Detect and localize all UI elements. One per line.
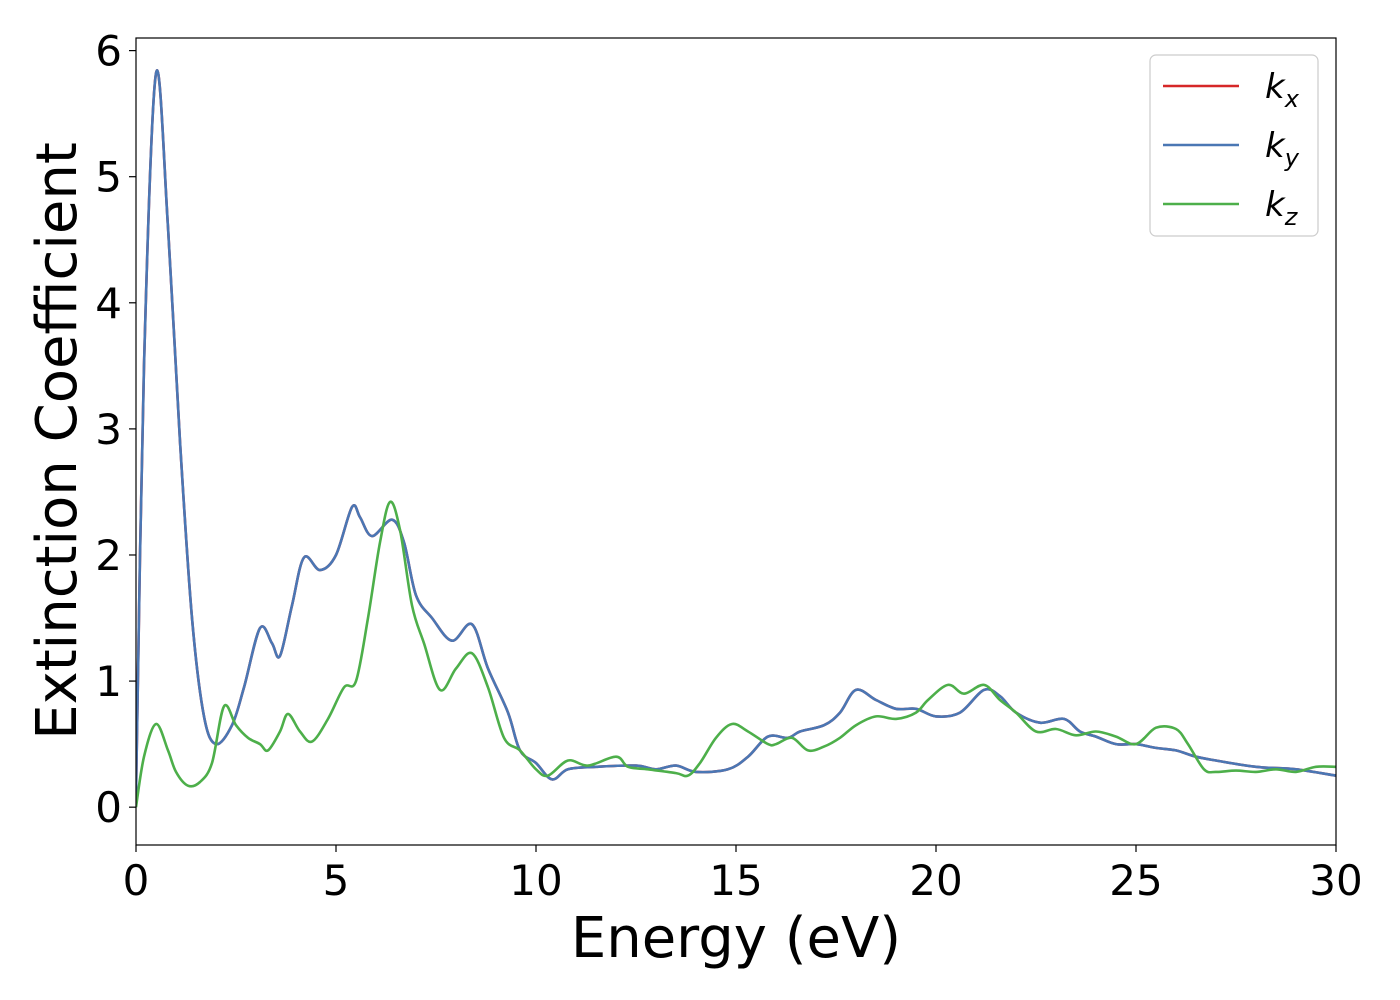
x-tick-label: 30 <box>1309 856 1362 905</box>
y-axis-label: Extinction Coefficient <box>25 142 90 740</box>
x-tick-label: 20 <box>909 856 962 905</box>
y-tick-label: 5 <box>95 153 122 202</box>
y-tick-label: 0 <box>95 783 122 832</box>
y-tick-label: 1 <box>95 657 122 706</box>
series-line-kz <box>136 500 1336 808</box>
y-tick-label: 2 <box>95 531 122 580</box>
x-tick-label: 15 <box>709 856 762 905</box>
y-tick-label: 4 <box>95 279 122 328</box>
x-tick-label: 5 <box>323 856 350 905</box>
x-axis-label: Energy (eV) <box>571 906 901 971</box>
legend-label-ky: ky <box>1265 126 1300 172</box>
series-layer <box>136 69 1336 808</box>
ticks-layer: 0 5 10 15 20 25 30 0 1 2 3 4 5 6 <box>95 27 1362 905</box>
y-tick-label: 3 <box>95 405 122 454</box>
legend-label-kx: kx <box>1265 67 1300 113</box>
x-tick-label: 10 <box>509 856 562 905</box>
x-tick-label: 0 <box>123 856 150 905</box>
legend: kx ky kz <box>1149 54 1319 237</box>
x-tick-label: 25 <box>1109 856 1162 905</box>
y-tick-label: 6 <box>95 27 122 76</box>
legend-label-kz: kz <box>1265 185 1299 231</box>
